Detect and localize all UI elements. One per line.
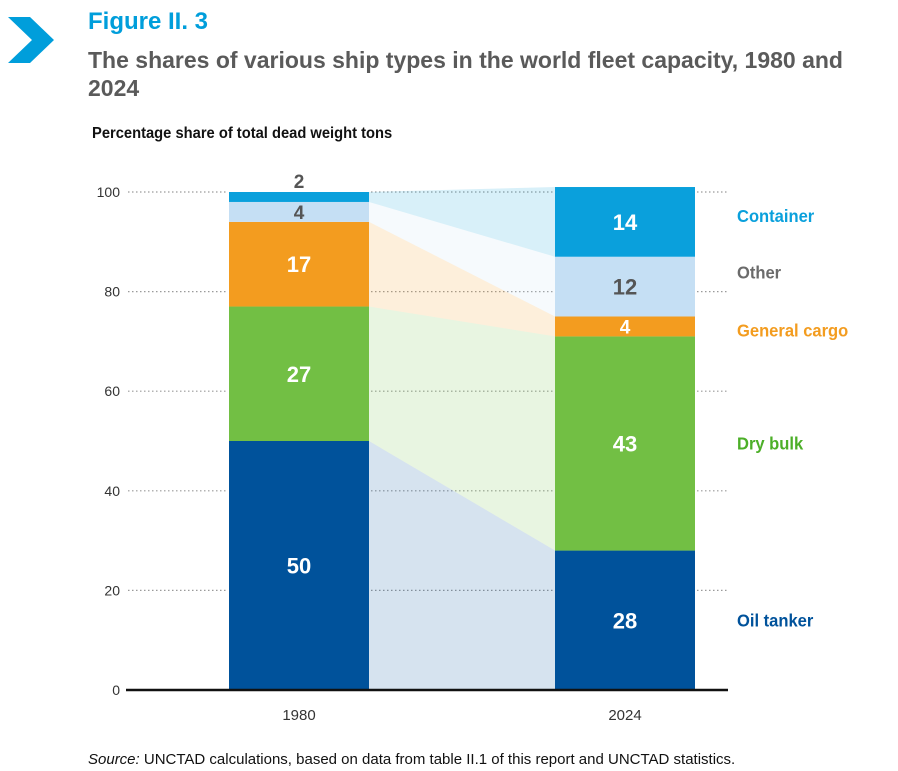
bar-segment	[555, 256, 695, 317]
data-label: 12	[613, 275, 637, 300]
data-label: 43	[613, 431, 637, 456]
connector-band	[369, 187, 555, 257]
legend-label: Dry bulk	[737, 433, 804, 454]
y-tick-label: 20	[104, 582, 120, 598]
figure-label: Figure II. 3	[88, 8, 209, 35]
bar-segment	[229, 441, 369, 690]
bar-segment	[229, 306, 369, 441]
legend-label: Container	[737, 205, 814, 226]
x-tick-label: 1980	[282, 707, 315, 724]
connector-band	[369, 221, 555, 337]
stacked-bar-chart: 0 20 40 60 80 100 1980 2024 50 28 27 43 17 4 4 12 2 14 O…	[97, 172, 849, 724]
data-label: 14	[613, 210, 638, 235]
x-tick-label: 2024	[608, 707, 641, 724]
y-tick-label: 100	[97, 184, 121, 200]
legend: Oil tanker Dry bulk General cargo Other Cont…	[737, 205, 848, 630]
data-label: 17	[287, 252, 311, 277]
data-label: 28	[613, 608, 637, 633]
bar-segment	[555, 550, 695, 690]
data-label: 27	[287, 362, 311, 387]
source-note: Source: UNCTAD calculations, based on da…	[88, 751, 735, 768]
y-tick-label: 60	[104, 383, 120, 399]
source-text: UNCTAD calculations, based on data from …	[139, 751, 736, 768]
data-labels: 50 28 27 43 17 4 4 12 2 14	[287, 172, 638, 633]
legend-label: Other	[737, 262, 781, 283]
data-label: 50	[287, 554, 311, 579]
y-tick-label: 40	[104, 483, 120, 499]
connector-band	[369, 201, 555, 317]
y-tick-label: 80	[104, 284, 120, 300]
chevron-icon	[8, 17, 54, 63]
axes: 0 20 40 60 80 100 1980 2024	[97, 184, 728, 724]
bar-segment	[229, 201, 369, 222]
y-axis-label: Percentage share of total dead weight to…	[92, 125, 393, 142]
connector-bands	[369, 187, 555, 690]
figure-title: The shares of various ship types in the …	[88, 47, 843, 101]
data-label: 4	[620, 317, 631, 338]
legend-label: General cargo	[737, 320, 848, 341]
data-label: 4	[294, 203, 305, 224]
source-prefix: Source:	[88, 751, 140, 768]
bars	[229, 187, 695, 690]
bar-segment	[555, 336, 695, 551]
y-tick-label: 0	[112, 682, 120, 698]
data-label: 2	[294, 172, 305, 193]
legend-label: Oil tanker	[737, 610, 814, 631]
gridlines	[128, 191, 727, 592]
connector-band	[369, 306, 555, 551]
bar-segment	[229, 221, 369, 307]
bar-segment	[229, 192, 369, 202]
bar-segment	[555, 316, 695, 337]
bar-segment	[555, 187, 695, 257]
connector-band	[369, 441, 555, 690]
